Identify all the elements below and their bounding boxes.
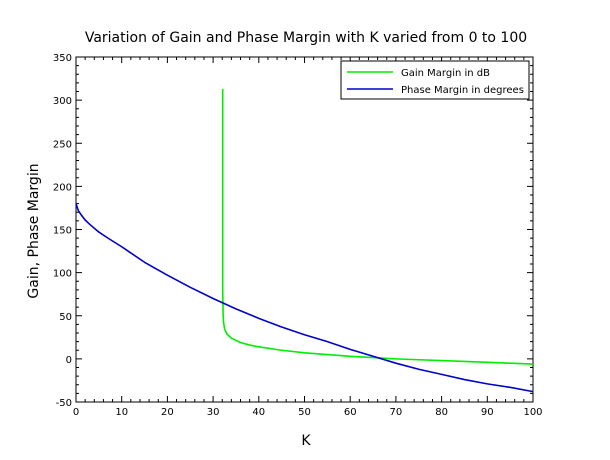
y-tick-label: 350 — [53, 53, 72, 64]
y-axis-title: Gain, Phase Margin — [26, 163, 42, 298]
legend-box — [340, 60, 530, 100]
legend: Gain Margin in dB Phase Margin in degrees — [340, 60, 530, 100]
series-layer — [75, 88, 534, 393]
x-tick-label: 50 — [298, 407, 311, 418]
x-tick-label: 10 — [115, 407, 128, 418]
chart-title: Variation of Gain and Phase Margin with … — [85, 30, 527, 46]
legend-label-0: Gain Margin in dB — [401, 68, 490, 79]
x-tick-label: 100 — [523, 407, 542, 418]
x-tick-label: 30 — [207, 407, 220, 418]
x-tick-label: 40 — [252, 407, 265, 418]
y-tick-label: 0 — [66, 355, 72, 366]
x-tick-label: 0 — [73, 407, 79, 418]
plot-frame — [75, 56, 534, 403]
x-tick-label: 90 — [481, 407, 494, 418]
y-tick-label: 100 — [53, 269, 72, 280]
y-axis: -50 0 50 100 150 200 250 300 350 — [53, 53, 533, 409]
x-tick-label: 80 — [435, 407, 448, 418]
x-axis: 0 10 20 30 40 50 60 70 80 90 100 — [73, 57, 543, 418]
y-tick-label: 50 — [59, 312, 72, 323]
x-tick-label: 20 — [161, 407, 174, 418]
series-line-1 — [75, 203, 534, 393]
x-tick-label: 70 — [390, 407, 403, 418]
y-tick-label: 300 — [53, 96, 72, 107]
y-tick-label: 250 — [53, 139, 72, 150]
y-tick-label: 200 — [53, 182, 72, 193]
plot-area: 0 10 20 30 40 50 60 70 80 90 100 -5005010015020025… — [53, 53, 543, 418]
legend-label-1: Phase Margin in degrees — [401, 85, 524, 96]
series-line-0 — [221, 88, 534, 365]
y-tick-label: 150 — [53, 226, 72, 237]
x-tick-label: 60 — [344, 407, 357, 418]
y-tick-label: -50 — [56, 398, 72, 409]
x-axis-title: K — [301, 433, 311, 449]
